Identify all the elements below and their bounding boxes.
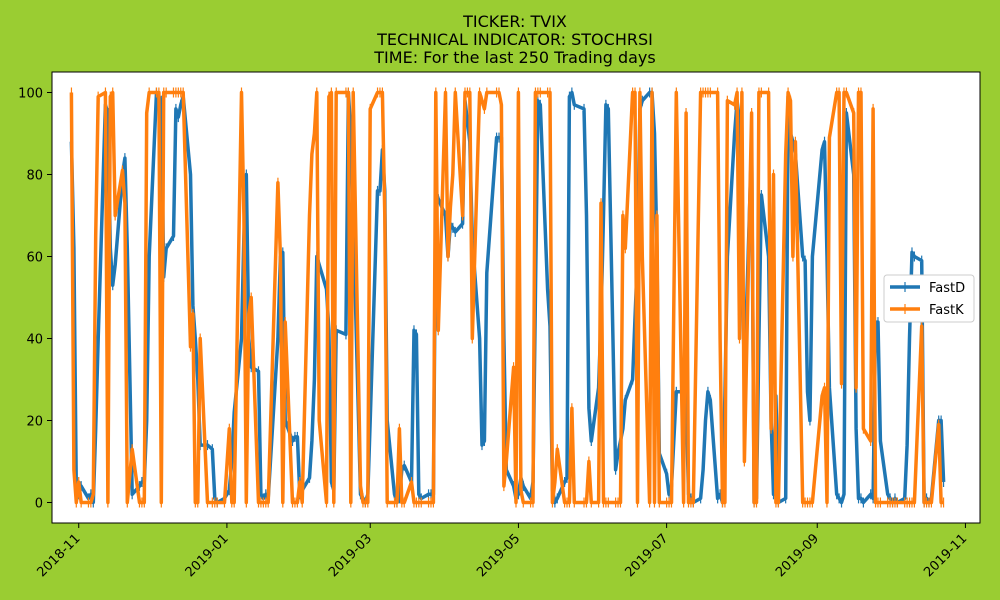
legend-entries: FastD FastK bbox=[890, 281, 965, 318]
y-axis: 0 20 40 60 80 100 bbox=[18, 87, 52, 512]
x-tick-label: 2019-11 bbox=[921, 531, 970, 580]
chart-title: TICKER: TVIX TECHNICAL INDICATOR: STOCHR… bbox=[373, 12, 655, 67]
x-tick-label: 2019-03 bbox=[326, 531, 375, 580]
y-tick-label: 20 bbox=[26, 415, 43, 430]
x-tick-label: 2019-01 bbox=[183, 531, 232, 580]
y-tick-label: 0 bbox=[35, 497, 43, 512]
chart-title-line-2: TECHNICAL INDICATOR: STOCHRSI bbox=[376, 30, 653, 49]
x-axis: 2018-11 2019-01 2019-03 2019-05 2019-07 2019-… bbox=[35, 523, 970, 580]
x-tick-label: 2018-11 bbox=[35, 531, 84, 580]
series-layer bbox=[69, 87, 946, 508]
chart-title-line-1: TICKER: TVIX bbox=[462, 12, 567, 31]
legend-label-fastk: FastK bbox=[929, 303, 964, 318]
legend-label-fastd: FastD bbox=[929, 281, 965, 296]
x-tick-label: 2019-09 bbox=[773, 531, 822, 580]
x-tick-label: 2019-05 bbox=[474, 531, 523, 580]
y-tick-label: 40 bbox=[26, 333, 43, 348]
x-tick-label: 2019-07 bbox=[622, 531, 671, 580]
y-tick-label: 80 bbox=[26, 169, 43, 184]
series-fastd bbox=[69, 87, 946, 508]
legend: FastD FastK bbox=[883, 274, 975, 323]
y-tick-label: 100 bbox=[18, 87, 43, 102]
series-fastk bbox=[69, 87, 945, 508]
plot-frame bbox=[51, 71, 981, 524]
y-tick-label: 60 bbox=[26, 251, 43, 266]
chart-title-line-3: TIME: For the last 250 Trading days bbox=[373, 48, 655, 67]
